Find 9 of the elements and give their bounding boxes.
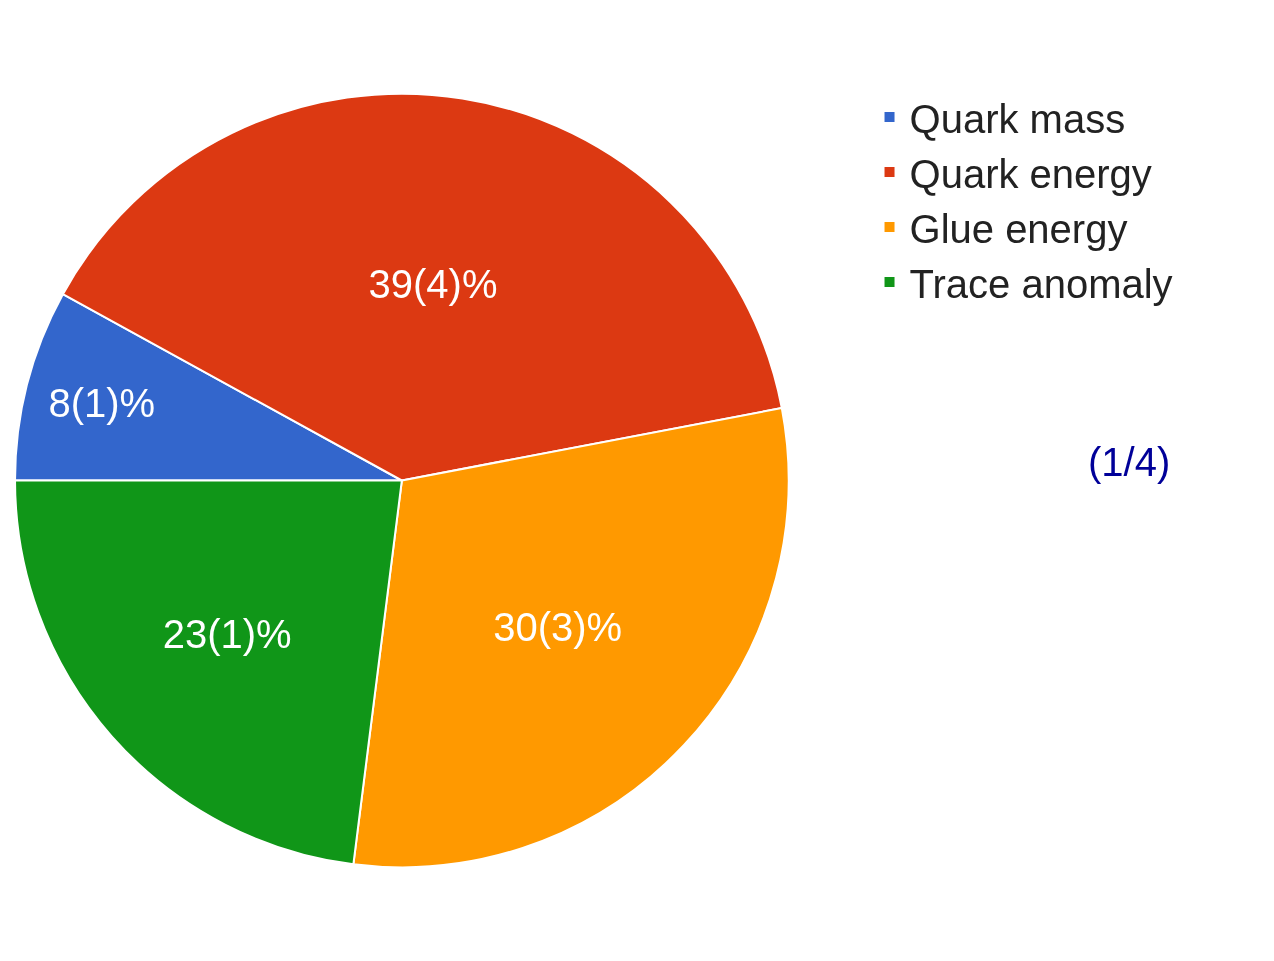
- data-label: 39(4)%: [368, 261, 498, 306]
- data-label: 23(1)%: [162, 612, 292, 657]
- data-label: 8(1)%: [48, 381, 156, 426]
- legend-label: Trace anomaly: [909, 261, 1173, 306]
- text: (1/4): [1088, 440, 1171, 484]
- legend-label: Glue energy: [909, 206, 1128, 251]
- data-label: 30(3)%: [493, 604, 623, 649]
- legend-label: Quark energy: [909, 151, 1152, 196]
- legend-label: Quark mass: [909, 96, 1126, 141]
